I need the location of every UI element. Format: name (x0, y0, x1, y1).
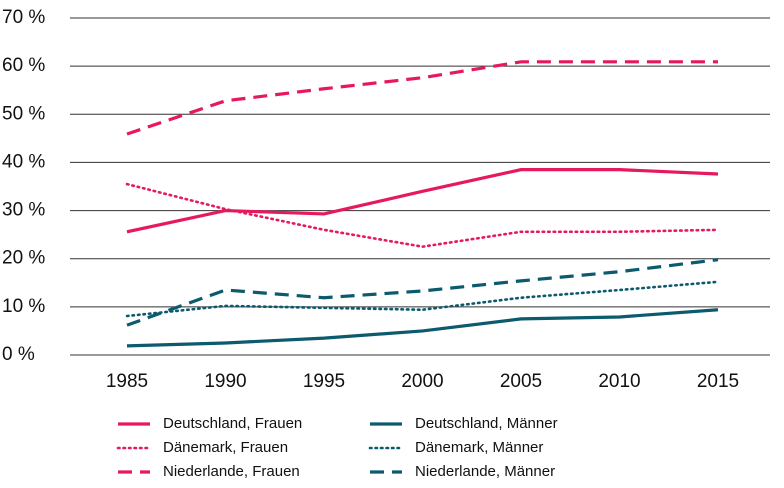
data-line (125, 182, 720, 248)
y-tick-label: 0 % (2, 344, 35, 365)
data-line (126, 308, 719, 348)
data-line (125, 280, 720, 318)
y-tick-label: 10 % (2, 296, 45, 317)
y-tick-label: 70 % (2, 7, 45, 28)
x-tick-label: 1990 (204, 371, 246, 392)
data-line (126, 168, 719, 234)
x-tick-label: 1995 (303, 371, 345, 392)
legend-label: Deutschland, Frauen (163, 415, 302, 432)
x-tick-label: 1985 (106, 371, 148, 392)
x-tick-label: 2005 (500, 371, 542, 392)
legend-label: Niederlande, Frauen (163, 463, 300, 480)
legend-label: Dänemark, Männer (415, 439, 543, 456)
y-tick-label: 50 % (2, 103, 45, 124)
y-tick-label: 20 % (2, 248, 45, 269)
y-tick-label: 40 % (2, 151, 45, 172)
x-tick-label: 2015 (697, 371, 739, 392)
x-tick-label: 2010 (598, 371, 640, 392)
legend-label: Niederlande, Männer (415, 463, 555, 480)
legend-label: Dänemark, Frauen (163, 439, 288, 456)
y-tick-label: 30 % (2, 200, 45, 221)
y-tick-label: 60 % (2, 55, 45, 76)
x-tick-label: 2000 (401, 371, 443, 392)
data-line (126, 60, 718, 136)
legend-label: Deutschland, Männer (415, 415, 558, 432)
